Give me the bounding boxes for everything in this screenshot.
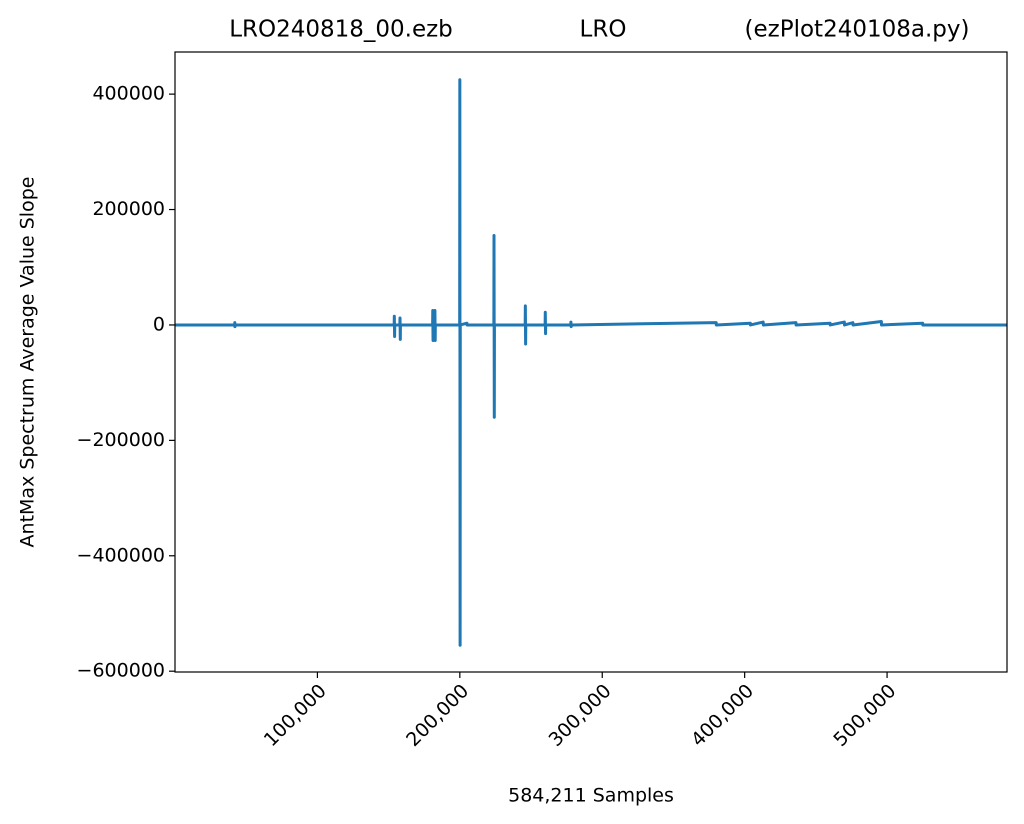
x-tick-label: 500,000 — [829, 680, 900, 751]
y-tick-label: −200000 — [77, 429, 165, 451]
x-tick-label: 300,000 — [545, 680, 616, 751]
chart-title: LRO — [580, 17, 627, 43]
chart-title: LRO240818_00.ezb — [229, 17, 453, 43]
x-axis-label: 584,211 Samples — [508, 785, 674, 807]
plot-frame — [174, 51, 1008, 673]
y-tick-label: 200000 — [92, 198, 165, 220]
y-tick-label: 400000 — [92, 83, 165, 105]
chart-title: (ezPlot240108a.py) — [745, 17, 970, 43]
y-tick-label: 0 — [153, 313, 165, 335]
x-tick-label: 400,000 — [687, 680, 758, 751]
data-line — [175, 78, 1007, 647]
x-tick-label: 100,000 — [260, 680, 331, 751]
y-tick-label: −600000 — [77, 660, 165, 682]
y-axis-label: AntMax Spectrum Average Value Slope — [17, 177, 39, 548]
x-tick-label: 200,000 — [402, 680, 473, 751]
y-tick-label: −400000 — [77, 544, 165, 566]
